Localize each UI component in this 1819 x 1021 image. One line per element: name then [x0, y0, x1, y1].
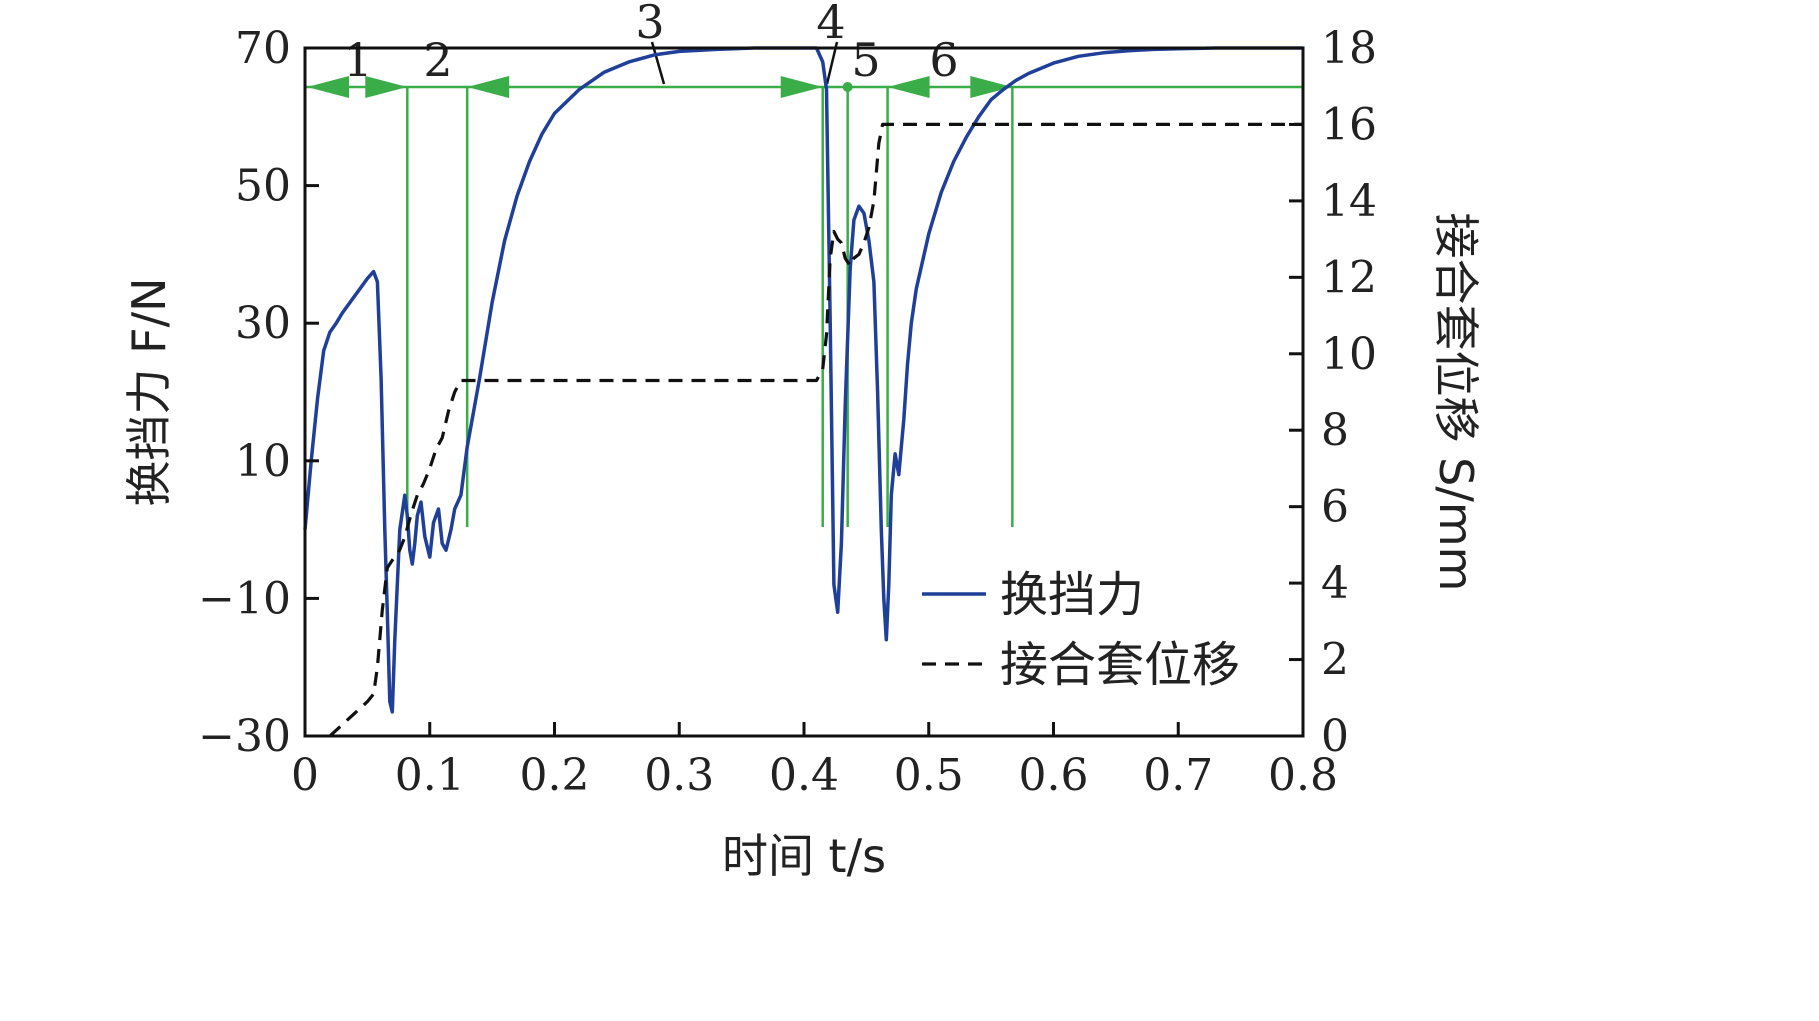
phase-label: 1 — [343, 33, 372, 87]
legend-entry-displacement: 接合套位移 — [1000, 637, 1240, 693]
phase-arrow-head — [467, 76, 510, 98]
phase-arrow-head — [970, 76, 1013, 98]
phase-label: 5 — [851, 33, 880, 87]
x-tick-label: 0 — [291, 750, 319, 801]
y-left-tick-label: 50 — [235, 161, 291, 212]
y-right-tick-label: 14 — [1321, 176, 1377, 227]
phase-label: 2 — [423, 33, 452, 87]
phase-arrow-head — [780, 76, 823, 98]
y-right-axis-ticks: 18 16 14 12 10 8 6 4 2 0 — [1289, 23, 1377, 762]
x-axis-label: 时间 t/s — [722, 829, 886, 883]
phase-arrow-head — [887, 76, 930, 98]
legend: 换挡力 接合套位移 — [922, 567, 1240, 693]
phase-arrow-head — [365, 76, 408, 98]
x-tick-label: 0.3 — [644, 750, 714, 801]
x-tick-label: 0.1 — [395, 750, 465, 801]
y-right-tick-label: 4 — [1321, 558, 1349, 609]
legend-entry-force: 换挡力 — [1000, 567, 1144, 623]
y-right-tick-label: 10 — [1321, 329, 1377, 380]
x-tick-label: 0.4 — [769, 750, 839, 801]
phase-label: 4 — [816, 0, 845, 49]
series-line-force — [303, 46, 1303, 714]
x-tick-label: 0.7 — [1143, 750, 1213, 801]
y-left-tick-label: 30 — [235, 298, 291, 349]
phase-label: 6 — [929, 33, 958, 87]
x-tick-label: 0.2 — [520, 750, 590, 801]
y-left-tick-label: −10 — [198, 573, 291, 624]
series-line-displacement — [328, 122, 1303, 738]
y-right-tick-label: 6 — [1321, 482, 1349, 533]
y-right-tick-label: 12 — [1321, 252, 1377, 303]
plot-area — [303, 46, 1303, 738]
y-left-axis-label: 换挡力 F/N — [122, 278, 176, 507]
x-tick-label: 0.6 — [1019, 750, 1089, 801]
y-right-tick-label: 8 — [1321, 405, 1349, 456]
phase-markers: 1 2 3 45 6 — [305, 0, 1303, 527]
y-right-tick-label: 0 — [1321, 711, 1349, 762]
phase-label: 3 — [635, 0, 664, 49]
x-axis-ticks: 0 0.1 0.2 0.3 0.4 0.5 0.6 0.7 0.8 — [291, 722, 1338, 801]
y-left-tick-label: 10 — [235, 436, 291, 487]
y-left-tick-label: 70 — [235, 23, 291, 74]
y-left-tick-label: −30 — [198, 711, 291, 762]
y-left-axis-ticks: 70 50 30 10 −10 −30 — [198, 23, 319, 762]
x-tick-label: 0.5 — [894, 750, 964, 801]
phase-arrow-head — [307, 76, 349, 98]
phase-dot — [842, 82, 853, 92]
x-tick-label: 0.8 — [1268, 750, 1338, 801]
y-right-tick-label: 18 — [1321, 23, 1377, 74]
y-right-axis-label: 接合套位移 S/mm — [1429, 213, 1483, 592]
y-right-tick-label: 16 — [1321, 99, 1377, 150]
y-right-tick-label: 2 — [1321, 635, 1349, 686]
